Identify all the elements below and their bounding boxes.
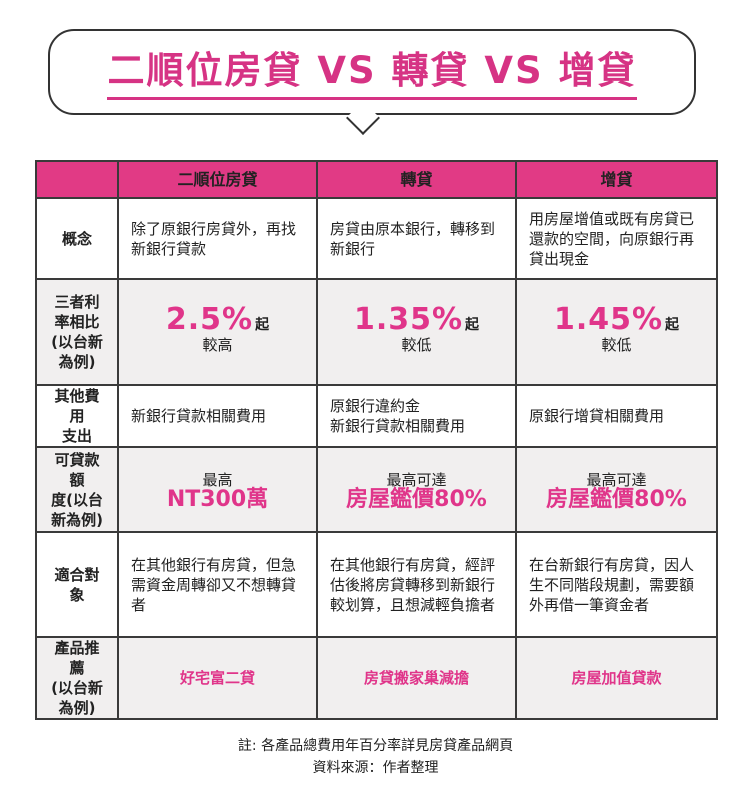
rate-note: 較高: [202, 335, 233, 354]
cell-concept-2: 用房屋增值或既有房貸已還款的空間，向原銀行再貸出現金: [515, 197, 718, 280]
row-label-product-line: (以台新: [51, 679, 103, 697]
cell-concept-1: 房貸由原本銀行，轉移到新銀行: [316, 197, 517, 280]
cell-fees-1: 原銀行違約金 新銀行貸款相關費用: [316, 384, 517, 448]
row-label-rate-line: 為例): [58, 353, 96, 371]
row-amount: 可貸款額 度(以台 新為例) 最高 NT300萬 最高可達 房屋鑑價80% 最高…: [35, 446, 718, 533]
page-title: 二順位房貸 VS 轉貸 VS 增貸: [107, 45, 637, 100]
cell-rate-0: 2.5% 起 較高: [117, 278, 318, 386]
corner-cell: [35, 160, 119, 199]
rate-suffix: 起: [255, 316, 270, 333]
row-label-fees-line: 其他費用: [54, 387, 100, 425]
amount-value: 房屋鑑價80%: [346, 486, 487, 512]
rate-note: 較低: [401, 335, 432, 354]
row-label-amount-line: 可貸款額: [54, 450, 100, 489]
cell-fees-0: 新銀行貸款相關費用: [117, 384, 318, 448]
cell-product-1: 房貸搬家巢減擔: [316, 636, 517, 720]
row-label-target: 適合對象: [35, 531, 119, 638]
row-label-rate: 三者利 率相比 (以台新 為例): [35, 278, 119, 386]
rate-suffix: 起: [665, 316, 680, 333]
row-label-amount-line: 度(以台: [51, 490, 103, 509]
row-label-product: 產品推薦 (以台新 為例): [35, 636, 119, 720]
amount-caption: 最高可達: [586, 470, 647, 489]
rate-value: 1.45%: [553, 301, 664, 337]
page-title-wrap: 二順位房貸 VS 轉貸 VS 增貸: [48, 29, 696, 115]
cell-amount-1: 最高可達 房屋鑑價80%: [316, 446, 517, 533]
row-label-concept: 概念: [35, 197, 119, 280]
row-product: 產品推薦 (以台新 為例) 好宅富二貸 房貸搬家巢減擔 房屋加值貸款: [35, 636, 718, 720]
row-rate: 三者利 率相比 (以台新 為例) 2.5% 起 較高 1.35% 起 較低 1.45…: [35, 278, 718, 386]
rate-value: 1.35%: [353, 301, 464, 337]
cell-product-2: 房屋加值貸款: [515, 636, 718, 720]
row-label-rate-line: 三者利: [54, 293, 100, 311]
row-label-product-line: 產品推薦: [54, 639, 100, 677]
amount-caption: 最高可達: [386, 470, 447, 489]
row-label-fees-line: 支出: [61, 427, 92, 445]
rate-suffix: 起: [465, 316, 480, 333]
amount-caption: 最高: [202, 470, 233, 489]
cell-target-2: 在台新銀行有房貸，因人生不同階段規劃，需要額外再借一筆資金者: [515, 531, 718, 638]
row-label-amount: 可貸款額 度(以台 新為例): [35, 446, 119, 533]
cell-amount-2: 最高可達 房屋鑑價80%: [515, 446, 718, 533]
row-label-rate-line: 率相比: [54, 313, 100, 331]
row-concept: 概念 除了原銀行房貸外，再找新銀行貸款 房貸由原本銀行，轉移到新銀行 用房屋增值…: [35, 197, 718, 280]
cell-fees-2: 原銀行增貸相關費用: [515, 384, 718, 448]
footnote-source: 資料來源：作者整理: [312, 760, 439, 776]
footnote-fees: 註: 各產品總費用年百分率詳見房貸產品網頁: [237, 738, 514, 754]
cell-product-0: 好宅富二貸: [117, 636, 318, 720]
title-bubble: [48, 29, 696, 115]
header-row: 二順位房貸 轉貸 增貸: [35, 160, 718, 199]
cell-concept-0: 除了原銀行房貸外，再找新銀行貸款: [117, 197, 318, 280]
row-label-rate-line: (以台新: [51, 333, 103, 351]
cell-target-0: 在其他銀行有房貸，但急需資金周轉卻又不想轉貸者: [117, 531, 318, 638]
col-header-refinance: 轉貸: [316, 160, 517, 199]
row-label-product-line: 為例): [58, 699, 96, 717]
amount-value: NT300萬: [166, 486, 269, 512]
col-header-top-up: 增貸: [515, 160, 718, 199]
footnotes: 註: 各產品總費用年百分率詳見房貸產品網頁 資料來源：作者整理: [0, 735, 751, 779]
amount-value: 房屋鑑價80%: [546, 486, 687, 512]
cell-amount-0: 最高 NT300萬: [117, 446, 318, 533]
col-header-second-mortgage: 二順位房貸: [117, 160, 318, 199]
row-fees: 其他費用 支出 新銀行貸款相關費用 原銀行違約金 新銀行貸款相關費用 原銀行增貸…: [35, 384, 718, 448]
row-target: 適合對象 在其他銀行有房貸，但急需資金周轉卻又不想轉貸者 在其他銀行有房貸，經評…: [35, 531, 718, 638]
cell-rate-1: 1.35% 起 較低: [316, 278, 517, 386]
row-label-amount-line: 新為例): [51, 510, 103, 529]
rate-note: 較低: [601, 335, 632, 354]
rate-value: 2.5%: [165, 301, 254, 337]
row-label-fees: 其他費用 支出: [35, 384, 119, 448]
comparison-table: 二順位房貸 轉貸 增貸 概念 除了原銀行房貸外，再找新銀行貸款 房貸由原本銀行，…: [35, 160, 718, 720]
cell-target-1: 在其他銀行有房貸，經評估後將房貸轉移到新銀行較划算，且想減輕負擔者: [316, 531, 517, 638]
cell-rate-2: 1.45% 起 較低: [515, 278, 718, 386]
